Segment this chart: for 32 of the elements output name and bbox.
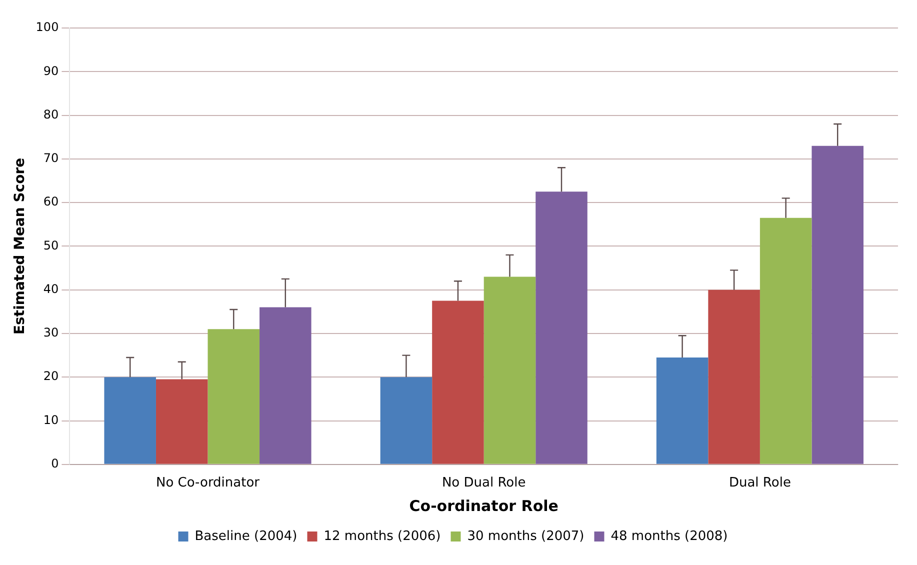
y-tick-label: 100 <box>36 20 59 34</box>
x-tick-label: Dual Role <box>728 476 791 491</box>
y-tick-label: 0 <box>51 456 59 471</box>
y-tick-label: 80 <box>43 107 59 122</box>
legend-label: 12 months (2006) <box>324 528 441 544</box>
bar <box>536 192 588 464</box>
bar <box>156 379 208 464</box>
bar <box>260 307 312 464</box>
legend-label: 30 months (2007) <box>467 528 584 544</box>
x-axis-title: Co-ordinator Role <box>409 496 558 515</box>
legend-label: Baseline (2004) <box>194 528 298 544</box>
y-tick-label: 50 <box>43 238 59 252</box>
bar <box>484 276 536 464</box>
y-tick-label: 20 <box>43 369 59 384</box>
bar <box>812 146 864 464</box>
y-tick-label: 10 <box>43 412 59 427</box>
bar <box>380 377 432 464</box>
y-tick-label: 40 <box>43 282 59 296</box>
y-tick-label: 60 <box>43 194 59 209</box>
y-tick-label: 70 <box>43 151 59 166</box>
bar <box>104 377 156 464</box>
legend-label: 48 months (2008) <box>610 528 728 544</box>
bar <box>432 300 484 464</box>
bar <box>656 357 708 464</box>
y-tick-label: 30 <box>43 326 59 340</box>
y-axis-title: Estimated Mean Score <box>12 158 28 335</box>
bar <box>708 290 760 464</box>
x-tick-label: No Dual Role <box>442 476 526 491</box>
bar <box>760 218 812 464</box>
y-tick-label: 90 <box>43 64 59 78</box>
x-tick-label: No Co-ordinator <box>156 476 260 491</box>
bar <box>208 329 260 464</box>
